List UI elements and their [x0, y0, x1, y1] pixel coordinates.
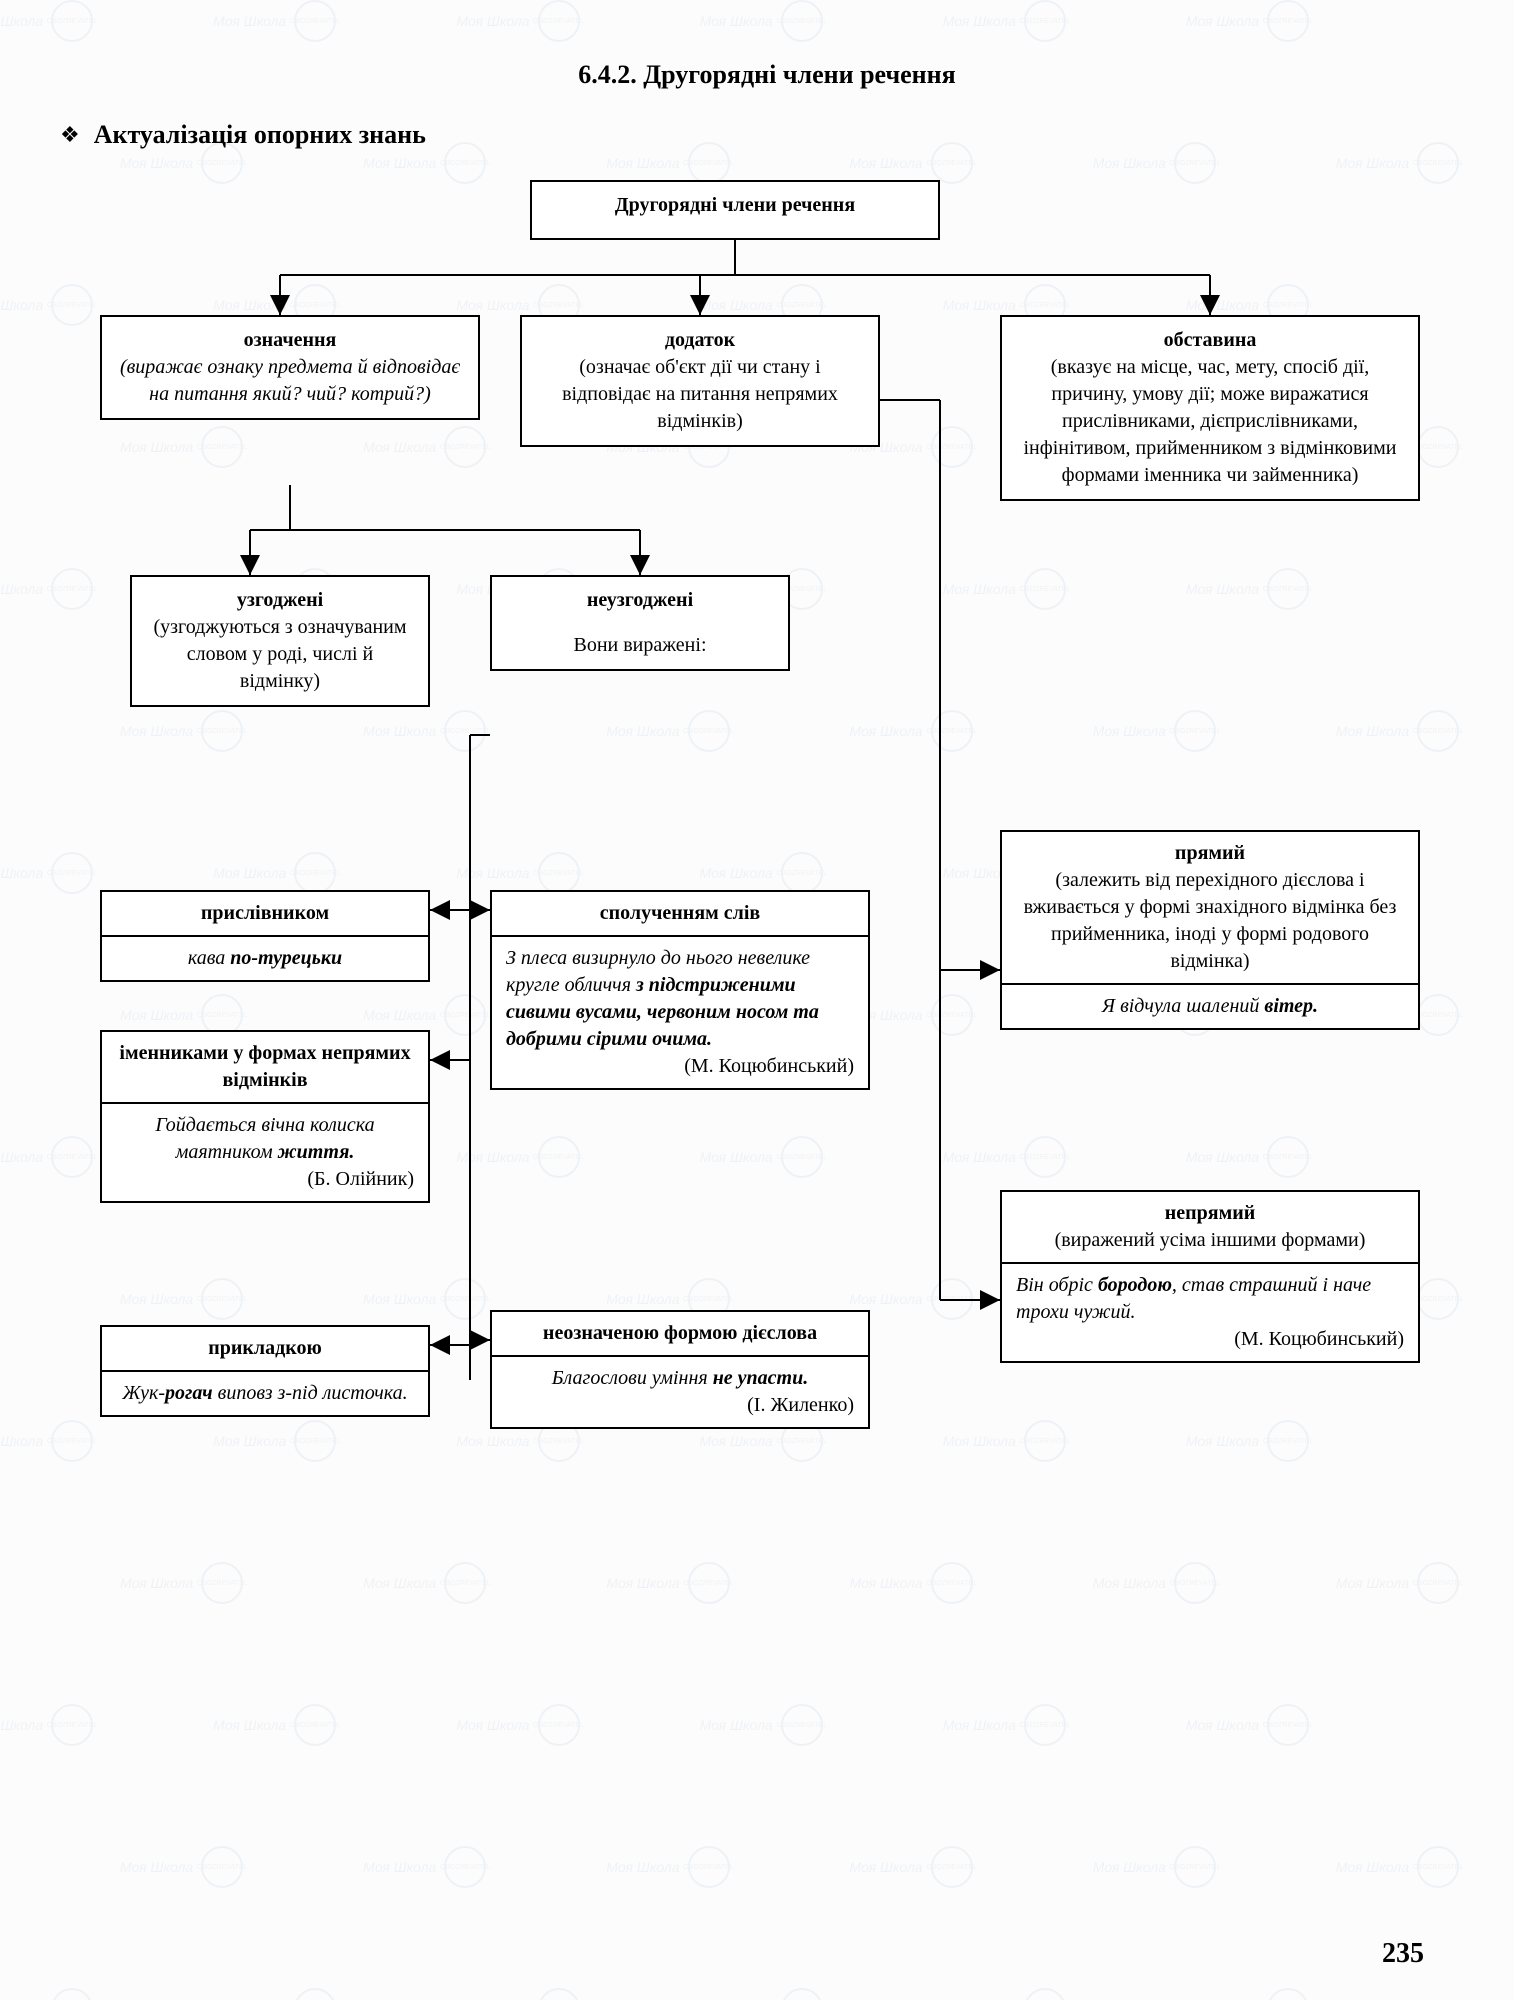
root-title: Другорядні члени речення [615, 194, 855, 216]
pryslivnykom-ex-bold: по-турецьки [230, 947, 342, 969]
box-prykladkoyu: прикладкою Жук-рогач виповз з-під листоч… [100, 1325, 430, 1417]
dodatok-desc: (означає об'єкт дії чи стану і відповіда… [536, 354, 864, 435]
nepryamyi-example: Він обріс бородою, став страшний і наче … [1002, 1264, 1418, 1361]
prykladkoyu-ex-bold: рогач [165, 1382, 213, 1404]
box-obstavyna: обставина (вказує на місце, час, мету, с… [1000, 315, 1420, 501]
prykladkoyu-title: прикладкою [208, 1337, 322, 1359]
spoluchennyam-example: З плеса визирнуло до нього невелике круг… [492, 937, 868, 1088]
box-uzgodzheni: узгоджені (узгоджуються з означуваним сл… [130, 575, 430, 707]
box-imennykamy: іменниками у формах непрямих відмінків Г… [100, 1030, 430, 1203]
diagram: Другорядні члени речення означення (вира… [100, 180, 1440, 1820]
imennykamy-ex-bold: життя. [278, 1141, 355, 1163]
section-title: 6.4.2. Другорядні члени речення [100, 60, 1434, 90]
section-number: 6.4.2. [578, 60, 637, 89]
uzgodzheni-title: узгоджені [146, 587, 414, 614]
imennykamy-example: Гойдається вічна колиска маятником життя… [102, 1104, 428, 1201]
subtitle-row: ❖ Актуалізація опорних знань [60, 120, 1434, 150]
spoluchennyam-title: сполученням слів [600, 902, 760, 924]
box-spoluchennyam: сполученням слів З плеса визирнуло до нь… [490, 890, 870, 1090]
oznachennya-desc: (виражає ознаку предмета й відповідає на… [116, 354, 464, 408]
neuzgodzheni-title: неузгоджені [506, 587, 774, 614]
nepryamyi-author: (М. Коцюбинський) [1016, 1326, 1404, 1353]
pryamyi-example: Я відчула шалений вітер. [1002, 985, 1418, 1028]
box-neuzgodzheni: неузгоджені Вони виражені: [490, 575, 790, 671]
box-neoznachenoyu: неозначеною формою дієслова Благослови у… [490, 1310, 870, 1429]
box-dodatok: додаток (означає об'єкт дії чи стану і в… [520, 315, 880, 447]
box-oznachennya: означення (виражає ознаку предмета й від… [100, 315, 480, 420]
pryamyi-ex-pre: Я відчула шалений [1102, 995, 1264, 1017]
content: 6.4.2. Другорядні члени речення ❖ Актуал… [0, 0, 1514, 1860]
box-root: Другорядні члени речення [530, 180, 940, 240]
neuzgodzheni-desc: Вони виражені: [506, 632, 774, 659]
neoznachenoyu-ex-pre: Благослови уміння [552, 1367, 713, 1389]
nepryamyi-ex-bold: бородою [1098, 1274, 1172, 1296]
neoznachenoyu-title: неозначеною формою дієслова [543, 1322, 817, 1344]
box-nepryamyi: непрямий (виражений усіма іншими формами… [1000, 1190, 1420, 1363]
pryslivnykom-ex-pre: кава [188, 947, 230, 969]
prykladkoyu-ex-pre: Жук- [122, 1382, 165, 1404]
pryamyi-title: прямий [1016, 840, 1404, 867]
neoznachenoyu-example: Благослови уміння не упасти. (І. Жиленко… [492, 1357, 868, 1427]
subtitle: Актуалізація опорних знань [94, 120, 426, 150]
imennykamy-author: (Б. Олійник) [116, 1166, 414, 1193]
nepryamyi-ex-pre: Він обріс [1016, 1274, 1098, 1296]
diamond-icon: ❖ [60, 122, 80, 148]
prykladkoyu-ex-post: виповз з-під листочка. [213, 1382, 408, 1404]
page: Моя ШколаOBOZREVATELМоя ШколаOBOZREVATEL… [0, 0, 1514, 2000]
imennykamy-title: іменниками у формах непрямих відмінків [119, 1042, 410, 1091]
nepryamyi-title: непрямий [1016, 1200, 1404, 1227]
dodatok-title: додаток [536, 327, 864, 354]
box-pryamyi: прямий (залежить від перехідного дієслов… [1000, 830, 1420, 1030]
spoluchennyam-author: (М. Коцюбинський) [506, 1053, 854, 1080]
pryslivnykom-example: кава по-турецьки [102, 937, 428, 980]
nepryamyi-desc: (виражений усіма іншими формами) [1016, 1227, 1404, 1254]
prykladkoyu-example: Жук-рогач виповз з-під листочка. [102, 1372, 428, 1415]
pryamyi-ex-bold: вітер. [1264, 995, 1318, 1017]
page-number: 235 [1382, 1938, 1424, 1970]
obstavyna-desc: (вказує на місце, час, мету, спосіб дії,… [1016, 354, 1404, 489]
neoznachenoyu-author: (І. Жиленко) [506, 1392, 854, 1419]
uzgodzheni-desc: (узгоджуються з означуваним словом у род… [146, 614, 414, 695]
obstavyna-title: обставина [1016, 327, 1404, 354]
neoznachenoyu-ex-bold: не упасти. [713, 1367, 809, 1389]
pryslivnykom-title: прислівником [201, 902, 329, 924]
oznachennya-title: означення [116, 327, 464, 354]
pryamyi-desc: (залежить від перехідного дієслова і вжи… [1016, 867, 1404, 975]
box-pryslivnykom: прислівником кава по-турецьки [100, 890, 430, 982]
section-title-text: Другорядні члени речення [643, 60, 955, 89]
